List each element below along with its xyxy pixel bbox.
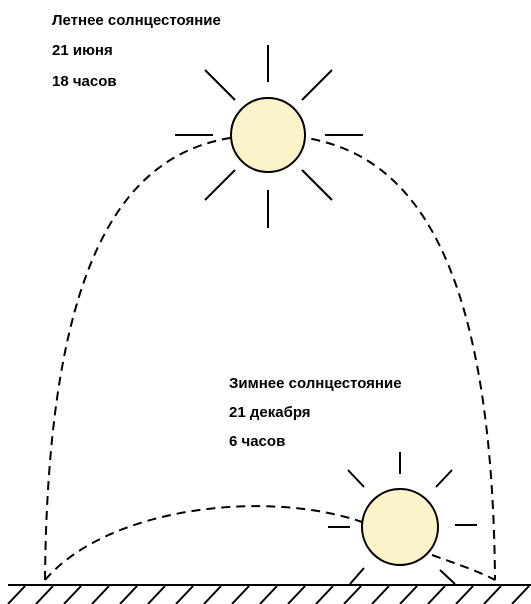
hatch — [92, 586, 109, 604]
hatch — [288, 586, 305, 604]
hatch — [8, 586, 25, 604]
hatch — [64, 586, 81, 604]
hatch — [204, 586, 221, 604]
hatch — [372, 586, 389, 604]
hatch — [400, 586, 417, 604]
ray — [302, 170, 332, 200]
summer-sun — [231, 98, 305, 172]
summer-date: 21 июня — [52, 42, 113, 59]
hatch — [456, 586, 473, 604]
ray — [302, 70, 332, 100]
hatch — [260, 586, 277, 604]
hatch — [120, 586, 137, 604]
hatch — [148, 586, 165, 604]
hatch — [344, 586, 361, 604]
winter-arc-end — [432, 555, 495, 580]
winter-date: 21 декабря — [229, 404, 311, 421]
winter-arc — [45, 506, 362, 580]
hatch — [428, 586, 445, 604]
hatch — [176, 586, 193, 604]
summer-title: Летнее солнцестояние — [52, 12, 221, 29]
summer-time: 18 часов — [52, 73, 117, 90]
hatch — [232, 586, 249, 604]
hatch — [36, 586, 53, 604]
ground-hatching — [8, 586, 529, 604]
ray — [440, 570, 455, 584]
winter-time: 6 часов — [229, 433, 285, 450]
ray — [436, 470, 452, 487]
hatch — [512, 586, 529, 604]
ray — [348, 470, 364, 487]
ray — [205, 70, 235, 100]
winter-title: Зимнее солнцестояние — [229, 375, 402, 392]
hatch — [316, 586, 333, 604]
ray — [350, 568, 364, 584]
winter-sun — [362, 489, 438, 565]
hatch — [484, 586, 501, 604]
ray — [205, 170, 235, 200]
solstice-diagram: Летнее солнцестояние 21 июня 18 часов Зи… — [0, 0, 531, 604]
